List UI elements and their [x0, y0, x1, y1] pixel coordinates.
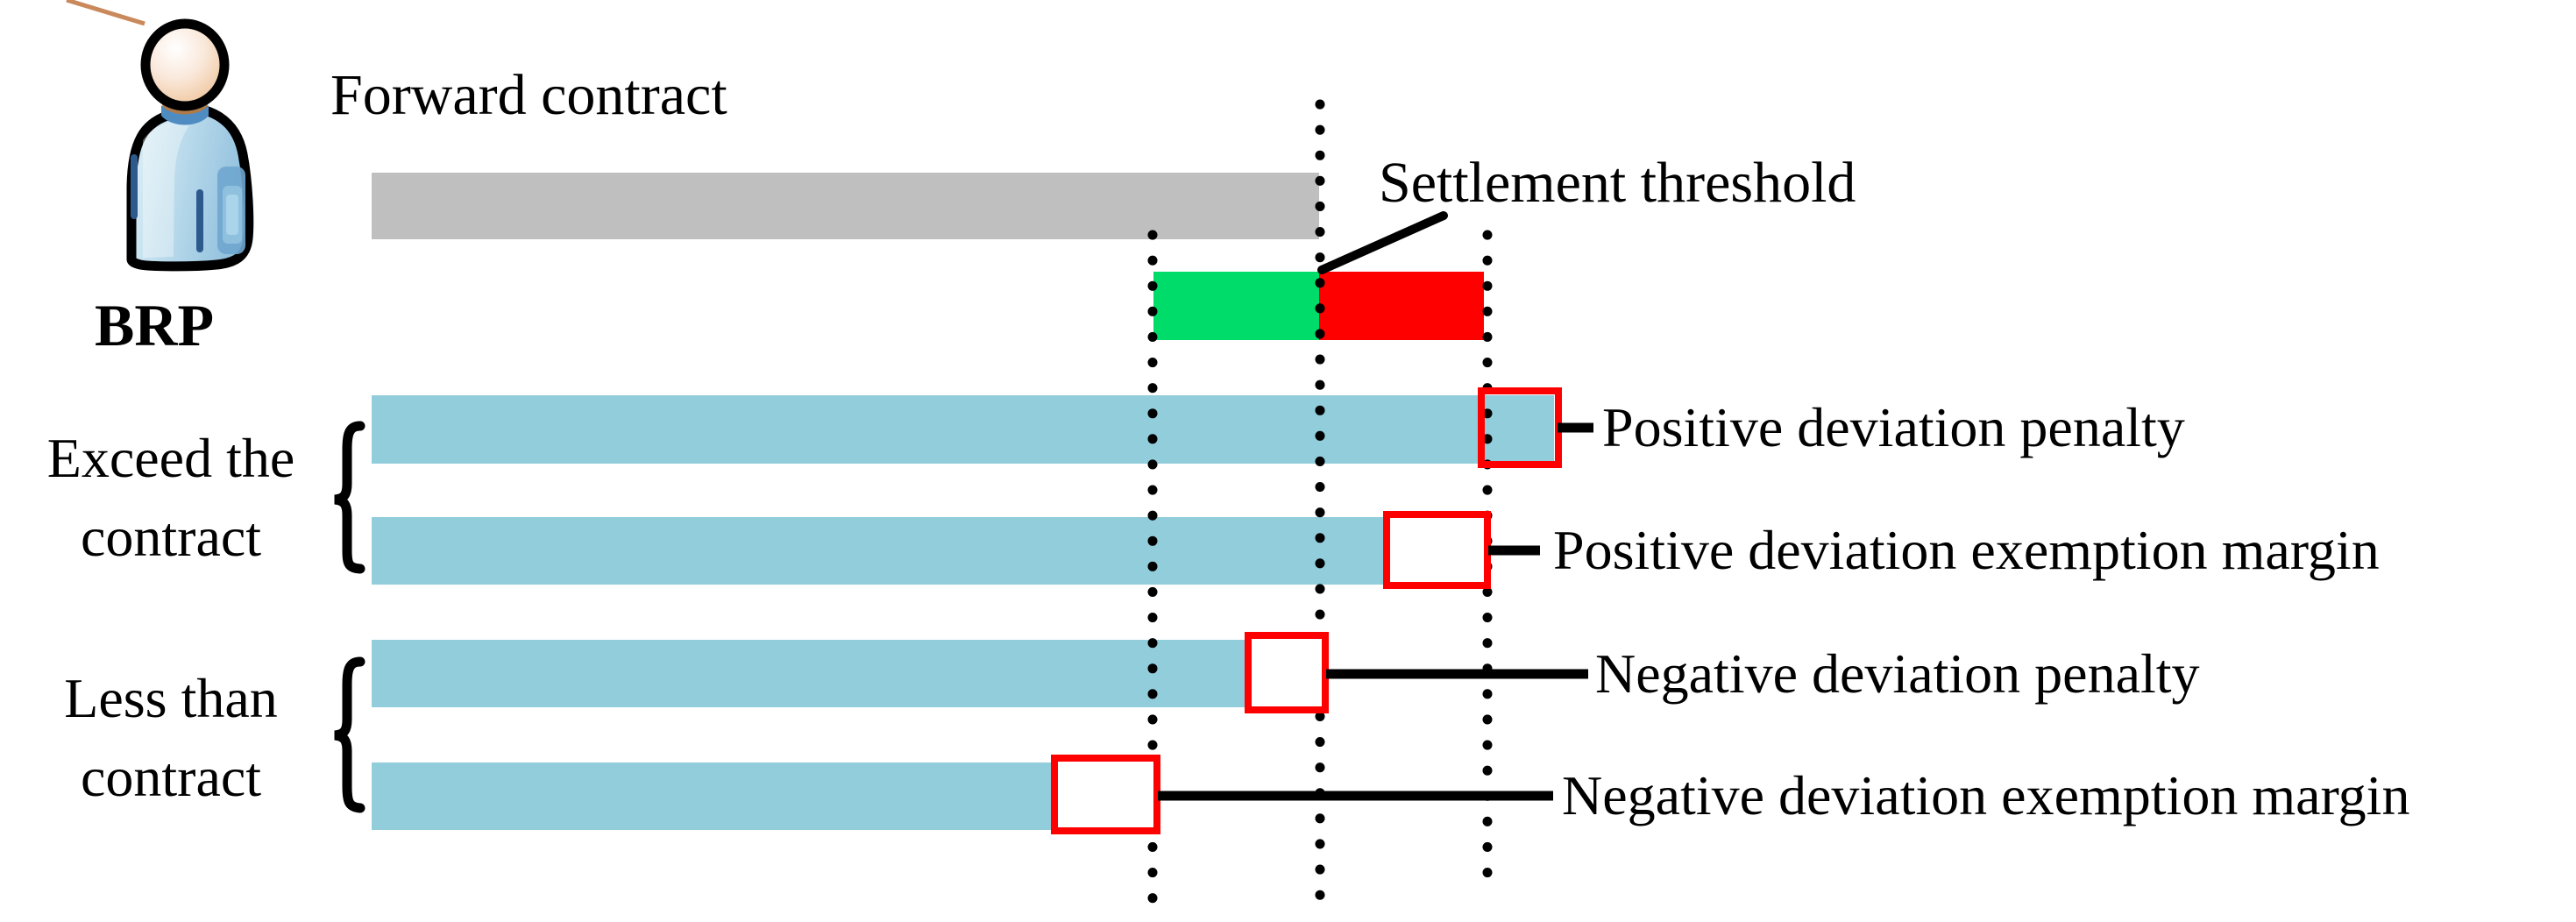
marker-box-negative-penalty — [1245, 632, 1329, 713]
brace-exceed-contract — [334, 421, 365, 574]
person-body-highlight — [143, 118, 194, 258]
negative-deviation-penalty-label: Negative deviation penalty — [1595, 642, 2200, 705]
marker-box-negative-exemption — [1051, 755, 1160, 834]
settlement-threshold-label: Settlement threshold — [1379, 151, 1856, 215]
person-head — [140, 18, 230, 111]
marker-box-positive-exemption — [1383, 511, 1491, 589]
callout-line — [66, 0, 145, 26]
bar-negative-deviation-exemption — [372, 762, 1054, 830]
positive-deviation-exemption-label: Positive deviation exemption margin — [1553, 519, 2380, 581]
person-collar — [161, 105, 209, 125]
forward-contract-bar — [372, 173, 1319, 239]
exceed-contract-line2: contract — [80, 506, 262, 568]
bar-positive-deviation-exemption — [372, 517, 1387, 585]
person-icon — [126, 18, 254, 272]
brp-label: BRP — [95, 292, 214, 358]
exceed-contract-group-label: Exceed the contract — [9, 419, 333, 577]
negative-deviation-exemption-label: Negative deviation exemption margin — [1562, 764, 2410, 826]
settlement-threshold-pointer — [1317, 211, 1448, 274]
less-than-contract-group-label: Less than contract — [9, 659, 333, 817]
person-arm-panel-inner — [226, 195, 238, 235]
exceed-contract-line1: Exceed the — [46, 427, 295, 489]
bar-negative-deviation-penalty — [372, 640, 1248, 707]
brace-less-than-contract — [334, 656, 365, 813]
less-than-contract-line1: Less than — [64, 667, 278, 729]
bar-positive-deviation-penalty — [372, 395, 1554, 464]
forward-contract-label: Forward contract — [330, 63, 727, 127]
green-tolerance-bar — [1153, 272, 1319, 340]
positive-deviation-penalty-label: Positive deviation penalty — [1602, 396, 2185, 458]
red-tolerance-bar — [1319, 272, 1484, 340]
less-than-contract-line2: contract — [80, 746, 262, 808]
